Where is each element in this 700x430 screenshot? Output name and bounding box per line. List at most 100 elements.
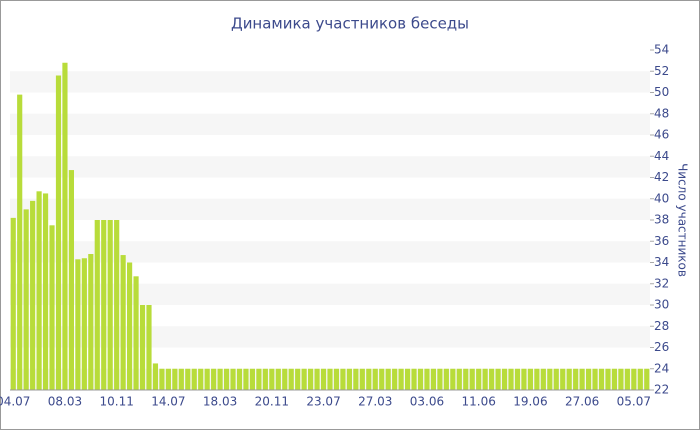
bar — [139, 305, 146, 390]
bar — [114, 220, 120, 390]
bar — [275, 368, 281, 390]
bar — [152, 363, 159, 390]
bar — [553, 368, 559, 390]
y-tick-label: 34 — [654, 255, 669, 269]
bar — [340, 368, 346, 390]
bar — [249, 368, 256, 390]
y-tick-label: 52 — [654, 64, 669, 78]
bar — [68, 170, 74, 390]
x-tick-label: 08.03 — [48, 395, 82, 409]
y-tick-label: 44 — [654, 149, 669, 163]
bar — [333, 368, 340, 390]
y-tick-label: 22 — [654, 383, 669, 397]
bar — [547, 368, 553, 390]
bar — [501, 368, 508, 390]
grid-band — [10, 283, 650, 305]
bar — [624, 368, 630, 390]
x-tick-label: 14.07 — [151, 395, 185, 409]
bar — [211, 368, 217, 390]
x-tick-label: 03.06 — [410, 395, 444, 409]
bar — [81, 258, 87, 390]
bar — [191, 368, 197, 390]
grid-band — [10, 198, 650, 220]
bar — [269, 368, 275, 390]
bar — [469, 368, 475, 390]
bar — [366, 368, 372, 390]
bar — [482, 368, 488, 390]
bar — [534, 368, 540, 390]
y-tick-label: 54 — [654, 43, 669, 57]
x-tick-label: 23.07 — [306, 395, 340, 409]
bar — [437, 368, 443, 390]
bar — [424, 368, 430, 390]
bar — [30, 200, 36, 390]
y-tick-label: 24 — [654, 361, 669, 375]
bar — [540, 368, 546, 390]
bar — [10, 217, 16, 390]
bar — [346, 368, 352, 390]
bar — [508, 368, 514, 390]
bar — [411, 368, 417, 390]
bar — [592, 368, 598, 390]
x-tick-label: 04.07 — [0, 395, 30, 409]
bar — [127, 262, 133, 390]
bar — [560, 368, 566, 390]
bar — [295, 368, 301, 390]
bar — [392, 368, 398, 390]
bar — [398, 368, 404, 390]
grid-band — [10, 326, 650, 348]
bar — [165, 368, 171, 390]
bar — [450, 368, 456, 390]
bar — [579, 368, 585, 390]
x-tick-label: 19.06 — [513, 395, 547, 409]
bar — [404, 368, 411, 390]
bar — [456, 368, 462, 390]
grid-band — [10, 156, 650, 178]
bar — [107, 220, 113, 390]
x-tick-label: 20.11 — [255, 395, 289, 409]
bar — [55, 75, 62, 390]
y-tick-label: 32 — [654, 276, 669, 290]
bar — [101, 220, 107, 390]
bar — [236, 368, 243, 390]
grid-band — [10, 113, 650, 135]
bar — [159, 368, 165, 390]
bar — [88, 254, 94, 390]
bar — [75, 259, 81, 390]
bar — [521, 368, 527, 390]
bar — [308, 368, 314, 390]
bar — [605, 368, 611, 390]
y-tick-label: 36 — [654, 234, 669, 248]
bar — [243, 368, 249, 390]
bar — [288, 368, 294, 390]
bar — [443, 368, 449, 390]
bar — [262, 368, 268, 390]
x-tick-label: 05.07 — [617, 395, 651, 409]
y-tick-label: 28 — [654, 319, 669, 333]
y-tick-label: 46 — [654, 128, 669, 142]
bar — [573, 368, 579, 390]
bar — [618, 368, 624, 390]
bar — [23, 209, 29, 390]
x-tick-label: 27.06 — [565, 395, 599, 409]
bar — [172, 368, 178, 390]
bar — [217, 368, 223, 390]
bar — [611, 368, 618, 390]
bar — [417, 368, 424, 390]
bar — [489, 368, 495, 390]
bar — [327, 368, 333, 390]
bar — [476, 368, 482, 390]
bar — [359, 368, 365, 390]
bar — [120, 255, 126, 390]
bar — [301, 368, 307, 390]
bar — [282, 368, 288, 390]
y-tick-label: 50 — [654, 85, 669, 99]
y-axis-label: Число участников — [676, 163, 690, 277]
x-tick-label: 18.03 — [203, 395, 237, 409]
bar — [430, 368, 437, 390]
bar — [49, 225, 55, 390]
bar — [94, 220, 100, 390]
bar — [463, 368, 469, 390]
y-tick-label: 42 — [654, 170, 669, 184]
grid-band — [10, 71, 650, 93]
